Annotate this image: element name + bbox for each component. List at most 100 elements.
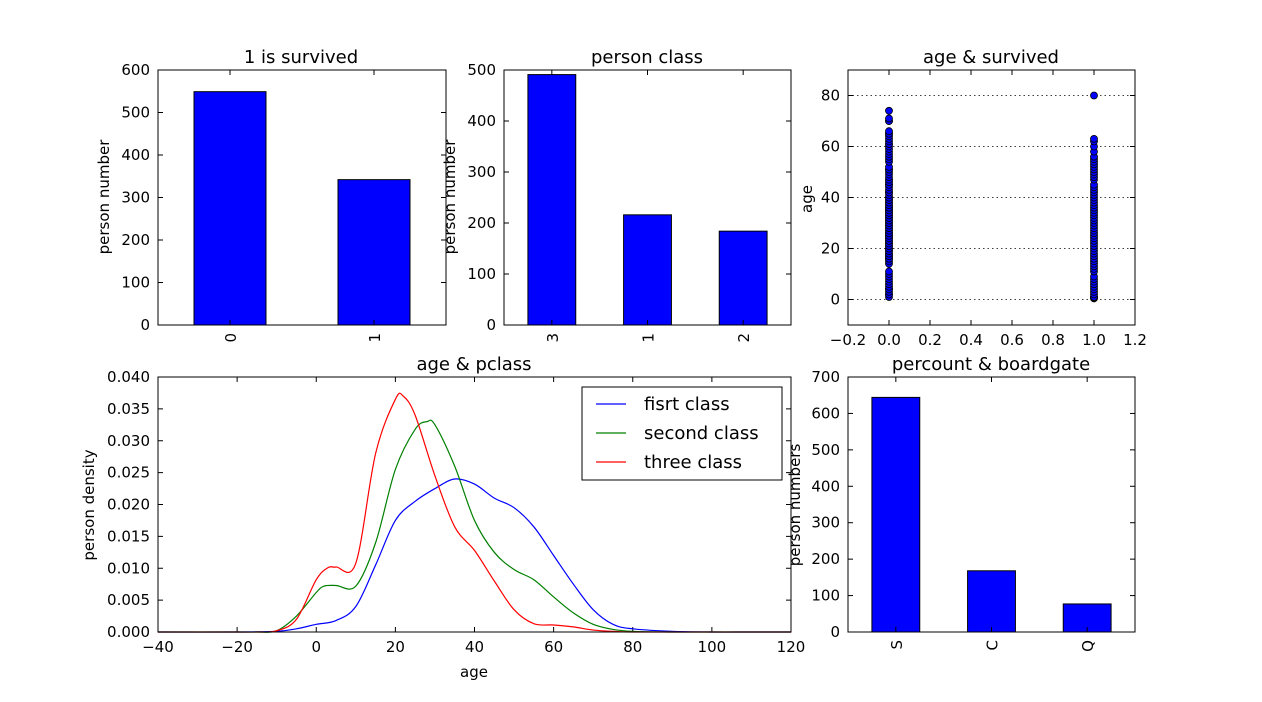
age-pclass-y-tick-label: 0.010 xyxy=(107,559,150,577)
age-survived-chart-title: age & survived xyxy=(923,47,1059,68)
pclass-axes-frame xyxy=(503,69,792,326)
boardgate-y-tick-label: 500 xyxy=(811,441,840,459)
age-pclass-y-tick-label: 0.000 xyxy=(107,623,150,641)
age-pclass-x-tick-label: 80 xyxy=(623,638,642,656)
survived-plot-area: 0 1 0 100 200 300 400 500 600 xyxy=(121,61,447,343)
survived-x-tick-label: 0 xyxy=(222,333,240,343)
age-pclass-x-tick-label: 40 xyxy=(465,638,484,656)
pclass-bar xyxy=(623,214,672,326)
age-survived-x-tick-label: 0.8 xyxy=(1041,331,1065,349)
boardgate-y-axis-label: person numbers xyxy=(786,444,804,567)
age-pclass-y-tick-label: 0.005 xyxy=(107,591,150,609)
age-pclass-y-tick-label: 0.015 xyxy=(107,527,150,545)
age-survived-x-tick-label: 0.6 xyxy=(1000,331,1024,349)
age-survived-x-tick-label: 0.0 xyxy=(877,331,901,349)
age-survived-y-tick-label: 80 xyxy=(821,87,840,105)
age-survived-y-tick-label: 60 xyxy=(821,138,840,156)
pclass-bar-chart: person class person number 3 1 2 0 100 200 300… xyxy=(441,47,792,343)
pclass-x-tick-label: 2 xyxy=(735,333,753,343)
survived-y-axis-label: person number xyxy=(95,139,113,255)
age-pclass-legend-label: three class xyxy=(644,452,742,473)
pclass-bar xyxy=(718,230,768,326)
age-pclass-y-tick-label: 0.030 xyxy=(107,432,150,450)
age-pclass-legend: fisrt class second class three class xyxy=(581,386,783,481)
pclass-y-axis-label: person number xyxy=(441,139,459,255)
age-survived-y-tick-label: 0 xyxy=(830,291,840,309)
survived-y-tick-label: 200 xyxy=(121,231,150,249)
boardgate-y-tick-label: 200 xyxy=(811,550,840,568)
age-pclass-x-tick-label: 60 xyxy=(544,638,563,656)
pclass-y-tick-label: 400 xyxy=(467,112,496,130)
age-pclass-y-axis-label: person density xyxy=(80,449,98,560)
age-survived-x-tick-label: 1.2 xyxy=(1123,331,1147,349)
age-pclass-x-axis-label: age xyxy=(460,663,488,681)
age-pclass-x-tick-label: −40 xyxy=(142,638,174,656)
pclass-y-tick-label: 500 xyxy=(467,61,496,79)
boardgate-plot-area: S C Q 0 100 200 300 400 500 600 700 xyxy=(811,368,1136,652)
boardgate-bar xyxy=(967,570,1016,633)
boardgate-y-tick-label: 0 xyxy=(830,623,840,641)
age-pclass-three-class-line xyxy=(157,392,791,633)
pclass-x-tick-label: 3 xyxy=(544,333,562,343)
boardgate-bar xyxy=(871,396,921,633)
survived-chart-title: 1 is survived xyxy=(244,47,358,68)
age-pclass-y-tick-label: 0.025 xyxy=(107,464,150,482)
age-pclass-first-class-line xyxy=(157,478,791,633)
age-pclass-x-tick-label: 20 xyxy=(386,638,405,656)
pclass-chart-title: person class xyxy=(591,47,703,68)
age-survived-point xyxy=(885,114,893,123)
pclass-y-tick-label: 0 xyxy=(486,316,496,334)
survived-bar-chart: 1 is survived person number 0 1 0 100 200 300… xyxy=(95,47,447,343)
survived-bar xyxy=(337,179,411,326)
age-pclass-chart-title: age & pclass xyxy=(416,354,531,375)
age-survived-point xyxy=(885,106,893,115)
age-pclass-x-tick-label: 0 xyxy=(311,638,321,656)
boardgate-chart-title: percount & boardgate xyxy=(892,354,1090,375)
survived-y-tick-label: 100 xyxy=(121,274,150,292)
survived-y-tick-label: 300 xyxy=(121,189,150,207)
age-pclass-x-tick-label: −20 xyxy=(221,638,253,656)
survived-y-tick-label: 0 xyxy=(140,316,150,334)
pclass-bar xyxy=(527,74,577,326)
boardgate-y-tick-label: 600 xyxy=(811,404,840,422)
age-survived-x-tick-label: 1.0 xyxy=(1082,331,1106,349)
age-pclass-y-tick-label: 0.035 xyxy=(107,400,150,418)
survived-x-tick-label: 1 xyxy=(366,333,384,343)
survived-bar xyxy=(193,91,267,326)
age-survived-y-axis-label: age xyxy=(798,185,816,213)
age-survived-y-tick-label: 20 xyxy=(821,240,840,258)
age-pclass-legend-label: second class xyxy=(644,423,759,444)
boardgate-axes-frame xyxy=(847,376,1136,633)
age-survived-axes-frame xyxy=(847,69,1136,326)
boardgate-x-tick-label: S xyxy=(888,640,906,650)
age-pclass-x-tick-label: 100 xyxy=(698,638,727,656)
boardgate-bar-chart: percount & boardgate person numbers S C Q 0… xyxy=(786,354,1136,652)
age-pclass-y-tick-label: 0.020 xyxy=(107,496,150,514)
age-survived-y-tick-label: 40 xyxy=(821,189,840,207)
boardgate-y-tick-label: 100 xyxy=(811,587,840,605)
age-survived-point xyxy=(885,127,893,136)
pclass-x-tick-label: 1 xyxy=(640,333,658,343)
survived-y-tick-label: 400 xyxy=(121,146,150,164)
age-survived-point xyxy=(1090,91,1098,100)
age-pclass-axes-frame xyxy=(157,376,792,633)
boardgate-x-tick-label: Q xyxy=(1079,640,1097,652)
age-survived-x-tick-label: 0.2 xyxy=(918,331,942,349)
boardgate-x-tick-label: C xyxy=(984,640,1002,650)
age-pclass-x-tick-label: 120 xyxy=(777,638,806,656)
age-pclass-line-chart: age & pclass person density age 0.0000.0… xyxy=(80,354,805,681)
age-survived-scatter-chart: age & survived age 0 20 40 60 80 −0.2 0.0 0.2 0.… xyxy=(798,47,1147,349)
boardgate-y-tick-label: 700 xyxy=(811,368,840,386)
age-pclass-y-tick-label: 0.040 xyxy=(107,368,150,386)
age-pclass-plot-area: 0.000 0.005 0.010 0.015 0.020 0.025 0.030 0.035… xyxy=(107,368,805,656)
survived-y-tick-label: 600 xyxy=(121,61,150,79)
age-pclass-legend-label: fisrt class xyxy=(644,394,730,415)
pclass-y-tick-label: 100 xyxy=(467,265,496,283)
age-survived-plot-area: 0 20 40 60 80 −0.2 0.0 0.2 0.4 0.6 0.8 1.0 1.2 xyxy=(821,69,1147,349)
age-survived-x-tick-label: 0.4 xyxy=(959,331,983,349)
age-survived-point xyxy=(885,267,893,276)
age-survived-x-tick-label: −0.2 xyxy=(830,331,866,349)
pclass-plot-area: 3 1 2 0 100 200 300 400 500 xyxy=(467,61,792,343)
age-survived-point xyxy=(1090,134,1098,143)
